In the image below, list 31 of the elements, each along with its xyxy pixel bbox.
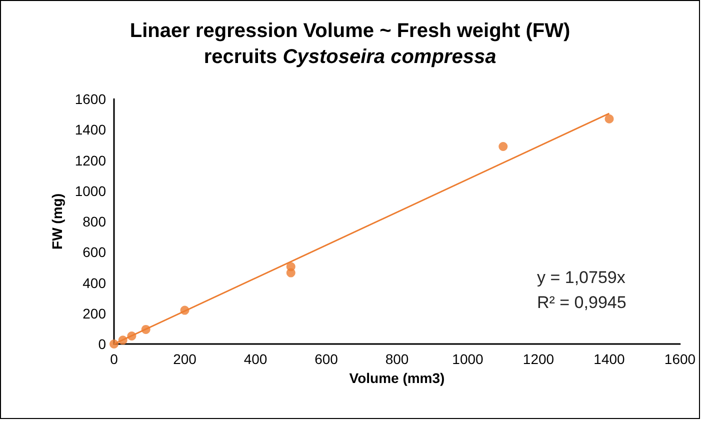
x-tick-label: 1000 — [452, 351, 484, 367]
point — [141, 324, 150, 334]
y-tick-label: 200 — [82, 305, 106, 322]
annotation: y = 1,0759x — [537, 268, 626, 287]
point — [127, 332, 136, 341]
point — [118, 336, 128, 345]
x-tick-label: 200 — [173, 351, 197, 367]
annotation: R² = 0,9945 — [537, 293, 626, 312]
x-tick-label: 800 — [385, 351, 409, 367]
x-tick-label: 1400 — [594, 351, 626, 367]
x-tick-label: 0 — [110, 351, 118, 367]
y-tick-label: 1600 — [74, 91, 106, 107]
point — [604, 114, 614, 124]
y-tick-label: 1400 — [74, 122, 106, 138]
x-axis-title: Volume (mm3) — [349, 370, 445, 386]
y-tick-label: 400 — [82, 274, 106, 291]
point — [498, 142, 508, 151]
y-tick-label: 600 — [82, 244, 106, 260]
y-tick-label: 1000 — [74, 182, 106, 199]
y-tick-label: 1200 — [74, 152, 106, 168]
x-tick-label: 400 — [244, 351, 268, 367]
point — [110, 340, 118, 348]
y-tick-label: 0 — [98, 336, 106, 352]
x-tick-label: 1200 — [522, 351, 554, 367]
point — [180, 306, 190, 315]
y-tick-label: 800 — [82, 214, 106, 230]
x-tick-label: 1600 — [664, 351, 696, 367]
point — [286, 268, 296, 278]
y-axis-title: FW (mg) — [48, 194, 65, 250]
x-tick-label: 600 — [314, 351, 338, 367]
chart-title: Linaer regression Volume ~ Fresh weight (FW) recruits Cystoseira compressa — [130, 20, 570, 68]
